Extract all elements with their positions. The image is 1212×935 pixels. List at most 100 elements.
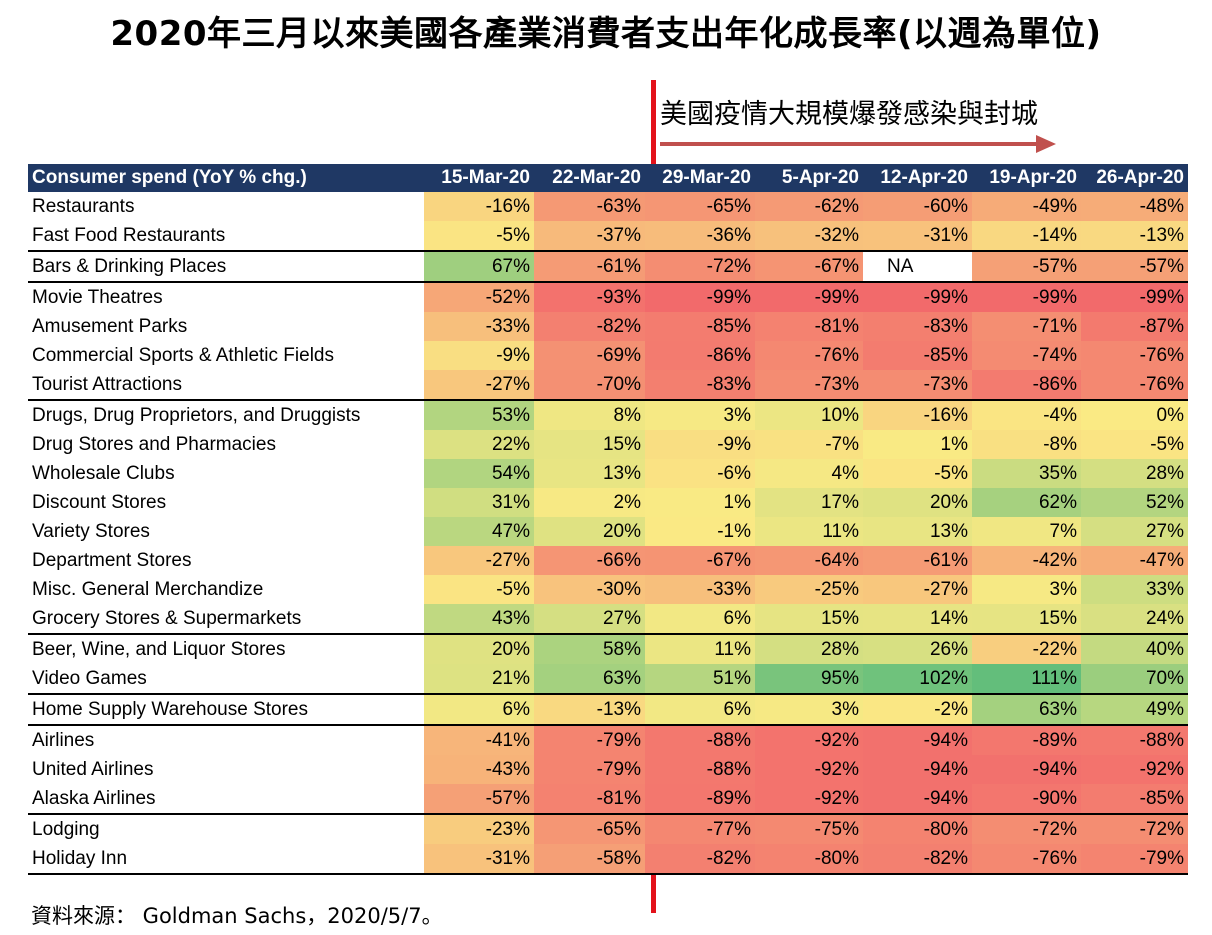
value-cell: -85% xyxy=(645,312,755,341)
value-cell: -92% xyxy=(1081,755,1188,784)
table-row: Variety Stores 47% 20% -1% 11% 13% 7% 27% xyxy=(28,517,1188,546)
value-cell: -31% xyxy=(863,221,972,251)
column-header: 15-Mar-20 xyxy=(424,164,534,192)
table-row: Tourist Attractions -27% -70% -83% -73% -73% -… xyxy=(28,370,1188,400)
value-cell: 26% xyxy=(863,633,972,664)
value-cell: 7% xyxy=(972,517,1081,546)
value-cell: -33% xyxy=(424,312,534,341)
value-cell: -67% xyxy=(645,546,755,575)
value-cell: 70% xyxy=(1081,664,1188,694)
value-cell: -32% xyxy=(755,221,863,251)
table-row: Drug Stores and Pharmacies 22% 15% -9% -7% 1%… xyxy=(28,430,1188,459)
value-cell: 13% xyxy=(534,459,645,488)
value-cell: -94% xyxy=(863,784,972,814)
value-cell: -88% xyxy=(1081,724,1188,755)
value-cell: 6% xyxy=(424,693,534,725)
value-cell: -99% xyxy=(972,281,1081,312)
row-label: Discount Stores xyxy=(28,488,424,517)
value-cell: -5% xyxy=(863,459,972,488)
value-cell: -5% xyxy=(1081,430,1188,459)
value-cell: -43% xyxy=(424,755,534,784)
value-cell: -31% xyxy=(424,844,534,875)
value-cell: -42% xyxy=(972,546,1081,575)
value-cell: 52% xyxy=(1081,488,1188,517)
row-label: Grocery Stores & Supermarkets xyxy=(28,604,424,634)
value-cell: -25% xyxy=(755,575,863,604)
value-cell: -83% xyxy=(863,312,972,341)
value-cell: -72% xyxy=(972,813,1081,844)
value-cell: -81% xyxy=(755,312,863,341)
value-cell: -7% xyxy=(755,430,863,459)
value-cell: -82% xyxy=(645,844,755,875)
value-cell: -71% xyxy=(972,312,1081,341)
value-cell: 54% xyxy=(424,459,534,488)
value-cell: 21% xyxy=(424,664,534,694)
table-row: Home Supply Warehouse Stores 6% -13% 6% 3% -2… xyxy=(28,693,1188,725)
table-row: Movie Theatres -52% -93% -99% -99% -99% -99% -9… xyxy=(28,281,1188,312)
row-label: United Airlines xyxy=(28,755,424,784)
value-cell: -30% xyxy=(534,575,645,604)
table-row: Holiday Inn -31% -58% -82% -80% -82% -76% -79% xyxy=(28,844,1188,875)
value-cell: -93% xyxy=(534,281,645,312)
column-header: 12-Apr-20 xyxy=(863,164,972,192)
value-cell: 3% xyxy=(755,693,863,725)
value-cell: -86% xyxy=(645,341,755,370)
value-cell: -22% xyxy=(972,633,1081,664)
value-cell: -75% xyxy=(755,813,863,844)
value-cell: -94% xyxy=(863,724,972,755)
table-row: Video Games 21% 63% 51% 95% 102% 111% 70% xyxy=(28,664,1188,694)
value-cell: -64% xyxy=(755,546,863,575)
right-arrow-icon xyxy=(660,135,1056,153)
value-cell: 33% xyxy=(1081,575,1188,604)
table-row: Wholesale Clubs 54% 13% -6% 4% -5% 35% 28% xyxy=(28,459,1188,488)
row-header: Consumer spend (YoY % chg.) xyxy=(28,164,424,192)
value-cell: -48% xyxy=(1081,192,1188,221)
value-cell: -92% xyxy=(755,755,863,784)
column-header: 29-Mar-20 xyxy=(645,164,755,192)
row-label: Holiday Inn xyxy=(28,844,424,875)
value-cell: -76% xyxy=(1081,341,1188,370)
value-cell: -14% xyxy=(972,221,1081,251)
value-cell: 20% xyxy=(534,517,645,546)
value-cell: -9% xyxy=(645,430,755,459)
table-row: Airlines -41% -79% -88% -92% -94% -89% -88% xyxy=(28,724,1188,755)
value-cell: -79% xyxy=(1081,844,1188,875)
value-cell: 58% xyxy=(534,633,645,664)
value-cell: -99% xyxy=(863,281,972,312)
table-row: Drugs, Drug Proprietors, and Druggists 53… xyxy=(28,399,1188,430)
value-cell: -94% xyxy=(863,755,972,784)
value-cell: -77% xyxy=(645,813,755,844)
value-cell: 95% xyxy=(755,664,863,694)
value-cell: -66% xyxy=(534,546,645,575)
row-label: Bars & Drinking Places xyxy=(28,250,424,282)
value-cell: -85% xyxy=(863,341,972,370)
row-label: Alaska Airlines xyxy=(28,784,424,814)
value-cell: -65% xyxy=(645,192,755,221)
value-cell: 35% xyxy=(972,459,1081,488)
value-cell: -83% xyxy=(645,370,755,400)
column-header: 26-Apr-20 xyxy=(1081,164,1188,192)
value-cell: -65% xyxy=(534,813,645,844)
value-cell: -89% xyxy=(645,784,755,814)
value-cell: 43% xyxy=(424,604,534,634)
table-row: Bars & Drinking Places 67% -61% -72% -67% NA -… xyxy=(28,250,1188,282)
value-cell: -99% xyxy=(1081,281,1188,312)
column-header: 19-Apr-20 xyxy=(972,164,1081,192)
table-row: Restaurants -16% -63% -65% -62% -60% -49% -48% xyxy=(28,192,1188,221)
value-cell: 63% xyxy=(534,664,645,694)
value-cell: -88% xyxy=(645,724,755,755)
row-label: Tourist Attractions xyxy=(28,370,424,400)
value-cell: 11% xyxy=(755,517,863,546)
row-label: Department Stores xyxy=(28,546,424,575)
row-label: Video Games xyxy=(28,664,424,694)
value-cell: -52% xyxy=(424,281,534,312)
table-row: United Airlines -43% -79% -88% -92% -94% -94% -… xyxy=(28,755,1188,784)
value-cell: -76% xyxy=(755,341,863,370)
value-cell: -62% xyxy=(755,192,863,221)
value-cell: -27% xyxy=(424,370,534,400)
value-cell: NA xyxy=(863,250,972,282)
value-cell: -76% xyxy=(972,844,1081,875)
value-cell: 53% xyxy=(424,399,534,430)
table-row: Department Stores -27% -66% -67% -64% -61% -42… xyxy=(28,546,1188,575)
value-cell: -9% xyxy=(424,341,534,370)
